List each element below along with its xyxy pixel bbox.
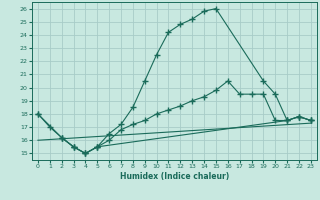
X-axis label: Humidex (Indice chaleur): Humidex (Indice chaleur) [120, 172, 229, 181]
